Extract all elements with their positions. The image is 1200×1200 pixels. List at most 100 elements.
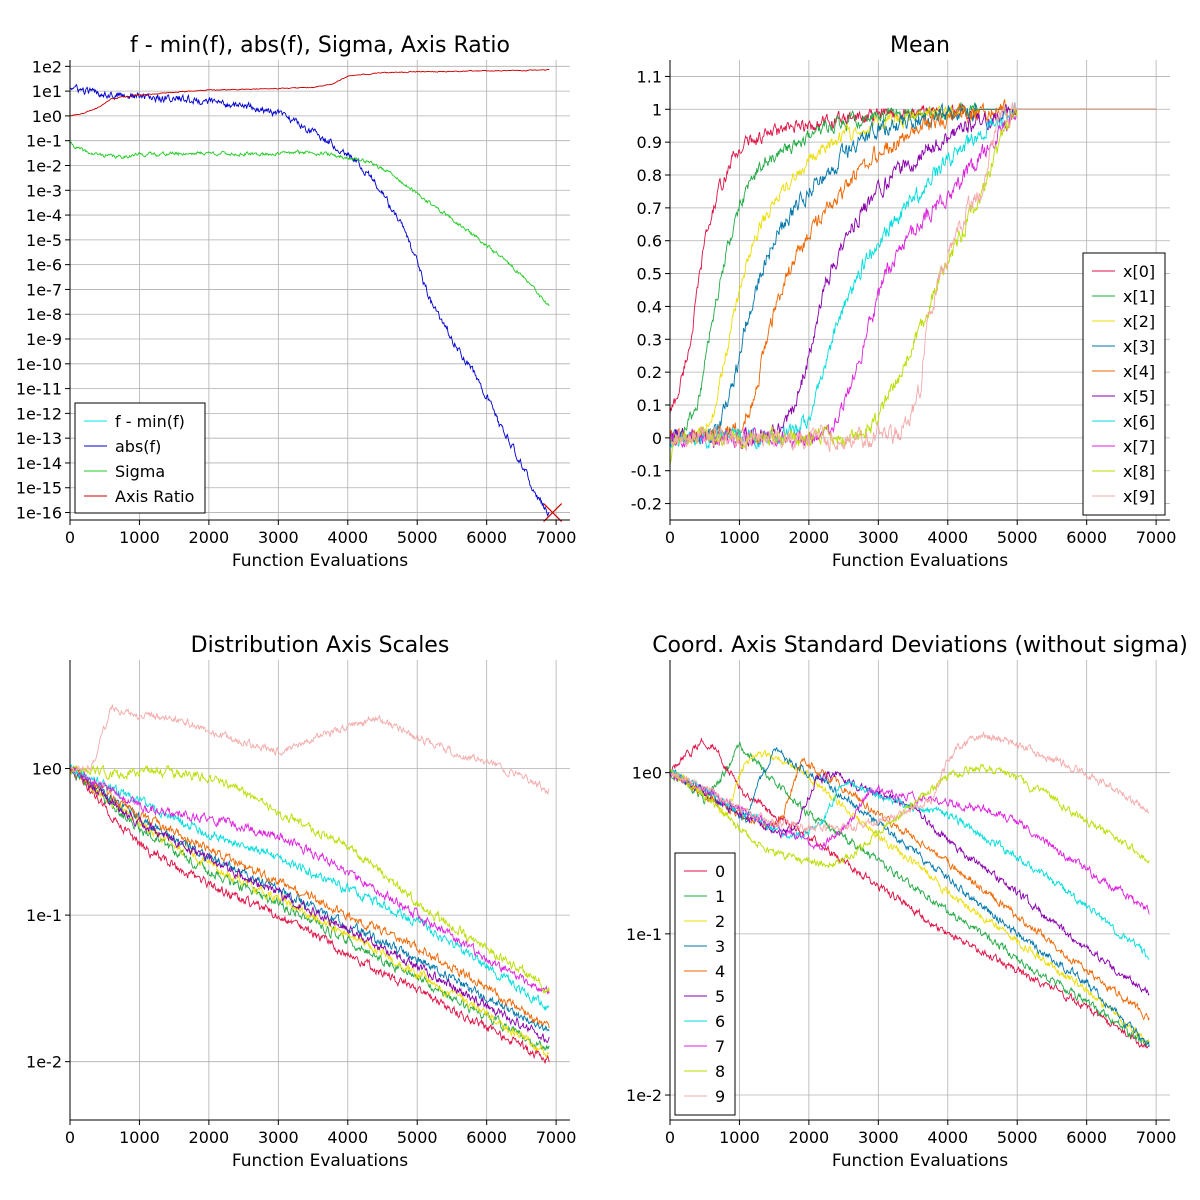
- series-line: [669, 746, 1150, 1047]
- y-tick-label: 1e-11: [16, 380, 62, 399]
- y-tick-label: 1: [652, 100, 662, 119]
- x-tick-label: 0: [665, 528, 675, 547]
- y-tick-label: -0.1: [631, 462, 662, 481]
- panel-distribution-axis-scales: 0 1000 2000 3000 4000 5000 6000 7000 1e0 1e-1 1e-2…: [26, 633, 576, 1171]
- legend: f - min(f) abs(f) Sigma Axis Ratio: [74, 402, 206, 514]
- chart-title: Mean: [890, 33, 950, 58]
- y-tick-label: 1e-1: [26, 132, 62, 151]
- series-line: [669, 102, 1157, 453]
- series-line: [69, 766, 550, 1029]
- legend-label: x[0]: [1123, 262, 1155, 281]
- legend-label: abs(f): [115, 437, 161, 456]
- legend: x[0] x[1] x[2] x[3] x[4] x[5] x[6] x[7] x[8] x[9]: [1082, 252, 1166, 516]
- y-tick-label: 0.5: [637, 265, 662, 284]
- legend-label: 8: [715, 1062, 725, 1081]
- legend-label: 5: [715, 987, 725, 1006]
- x-tick-label: 4000: [927, 528, 968, 547]
- y-tick-label: 1e-4: [26, 206, 62, 225]
- x-tick-label: 2000: [789, 528, 830, 547]
- panel-mean: 0 1000 2000 3000 4000 5000 6000 7000 1.1 1 0.9 0.8 0…: [631, 33, 1177, 571]
- y-tick-label: 1e-8: [26, 305, 62, 324]
- chart-title: Coord. Axis Standard Deviations (without…: [652, 633, 1188, 658]
- legend-label: x[4]: [1123, 362, 1155, 381]
- series-line: [69, 69, 550, 117]
- y-tick-label: 0.6: [637, 232, 662, 251]
- x-tick-label: 2000: [789, 1128, 830, 1147]
- x-tick-label: 0: [665, 1128, 675, 1147]
- x-tick-label: 2000: [189, 528, 230, 547]
- y-tick-label: 1e-12: [16, 404, 62, 423]
- legend-label: 1: [715, 887, 725, 906]
- x-axis-label: Function Evaluations: [232, 1151, 408, 1171]
- legend-label: 7: [715, 1037, 725, 1056]
- x-tick-label: 5000: [397, 1128, 438, 1147]
- legend-label: 6: [715, 1012, 725, 1031]
- y-tick-label: 0.7: [637, 199, 662, 218]
- x-axis-label: Function Evaluations: [232, 551, 408, 571]
- y-tick-label: 1e2: [32, 57, 62, 76]
- legend-label: 4: [715, 962, 725, 981]
- series-line: [69, 766, 550, 1044]
- x-tick-label: 3000: [858, 528, 899, 547]
- y-tick-label: 1e-2: [26, 156, 62, 175]
- chart-title: Distribution Axis Scales: [191, 633, 450, 658]
- legend-label: Sigma: [115, 462, 165, 481]
- y-tick-label: 1e-14: [16, 454, 62, 473]
- legend-label: x[7]: [1123, 437, 1155, 456]
- y-tick-label: 0.4: [637, 297, 662, 316]
- y-tick-label: 1e-13: [16, 429, 62, 448]
- x-tick-label: 5000: [997, 1128, 1038, 1147]
- x-tick-label: 0: [65, 1128, 75, 1147]
- x-tick-label: 6000: [466, 528, 507, 547]
- series-line: [69, 767, 550, 1064]
- series-line: [69, 766, 550, 995]
- x-tick-label: 2000: [189, 1128, 230, 1147]
- panel-coord-axis-std-devs: 0 1000 2000 3000 4000 5000 6000 7000 1e0 1e-1 1e-2…: [626, 633, 1188, 1171]
- best-point-marker: [543, 503, 563, 522]
- series-line: [69, 141, 550, 307]
- legend-label: x[8]: [1123, 462, 1155, 481]
- x-axis-label: Function Evaluations: [832, 551, 1008, 571]
- x-tick-label: 6000: [466, 1128, 507, 1147]
- x-tick-label: 7000: [536, 1128, 577, 1147]
- chart-title: f - min(f), abs(f), Sigma, Axis Ratio: [130, 33, 510, 58]
- x-tick-label: 1000: [119, 528, 160, 547]
- y-tick-label: 1e-16: [16, 504, 62, 523]
- y-tick-label: 0.9: [637, 133, 662, 152]
- y-tick-label: 1e-1: [26, 906, 62, 925]
- series-line: [669, 737, 1150, 1049]
- y-tick-label: 0.3: [637, 330, 662, 349]
- x-tick-label: 0: [65, 528, 75, 547]
- x-tick-label: 6000: [1066, 528, 1107, 547]
- y-tick-label: 1e-9: [26, 330, 62, 349]
- legend-label: 3: [715, 937, 725, 956]
- y-tick-label: 0: [652, 429, 662, 448]
- y-tick-label: 0.8: [637, 166, 662, 185]
- series-line: [669, 763, 1150, 870]
- series-line: [669, 769, 1150, 960]
- series-line: [69, 763, 550, 1012]
- x-tick-label: 3000: [258, 528, 299, 547]
- y-tick-label: 1.1: [637, 67, 662, 86]
- y-tick-label: 1e-6: [26, 256, 62, 275]
- series-line: [669, 772, 1150, 915]
- series-line: [669, 740, 1150, 1045]
- series-line: [69, 766, 550, 1052]
- x-tick-label: 4000: [327, 528, 368, 547]
- x-tick-label: 5000: [997, 528, 1038, 547]
- legend-label: x[9]: [1123, 487, 1155, 506]
- x-tick-label: 1000: [719, 528, 760, 547]
- y-tick-label: 1e-1: [626, 925, 662, 944]
- legend: 0 1 2 3 4 5 6 7 8 9: [674, 852, 736, 1116]
- x-tick-label: 1000: [119, 1128, 160, 1147]
- legend-label: 9: [715, 1087, 725, 1106]
- x-tick-label: 3000: [858, 1128, 899, 1147]
- legend-label: Axis Ratio: [115, 487, 194, 506]
- legend-box: [674, 852, 736, 1116]
- series-line: [69, 766, 550, 1059]
- x-tick-label: 7000: [1136, 1128, 1177, 1147]
- y-tick-label: 1e-10: [16, 355, 62, 374]
- x-tick-label: 6000: [1066, 1128, 1107, 1147]
- y-tick-label: 1e-7: [26, 280, 62, 299]
